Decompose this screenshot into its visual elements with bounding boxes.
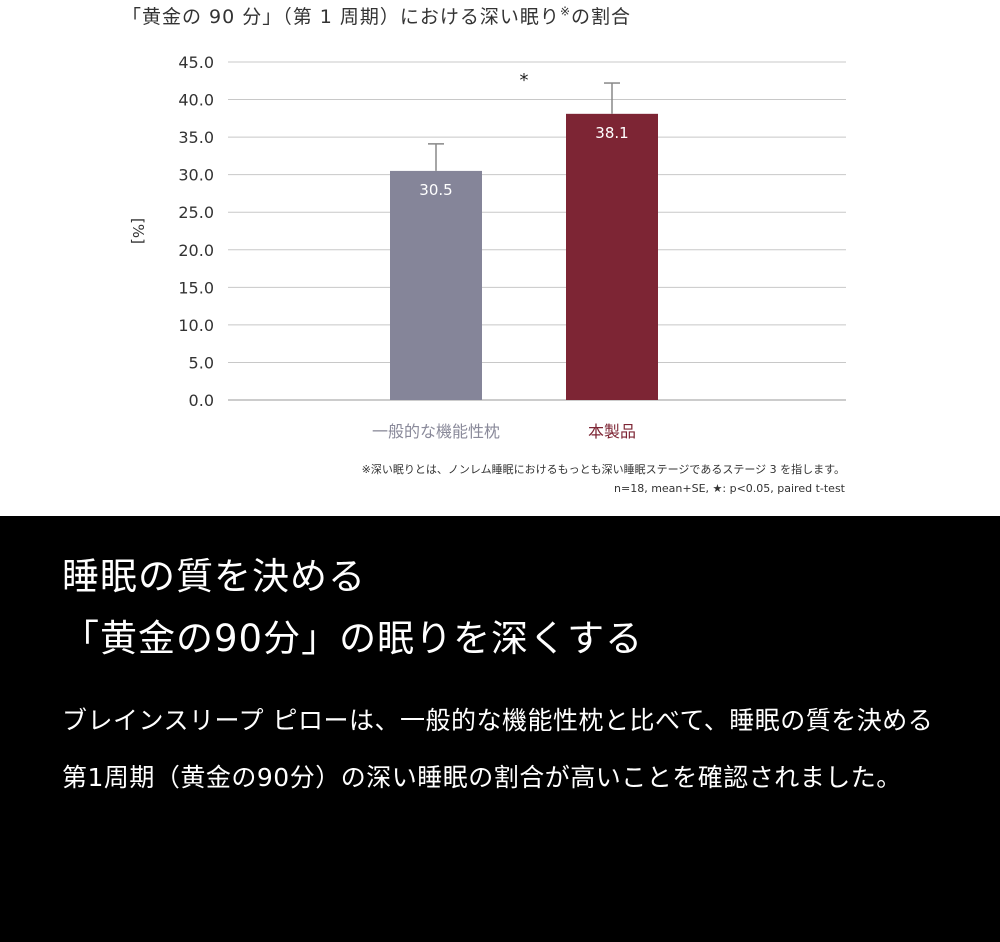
bar bbox=[390, 170, 482, 400]
chart-title-mark: ※ bbox=[559, 4, 571, 19]
chart-title: 「黄金の 90 分」（第 1 周期）における深い眠り※の割合 bbox=[122, 2, 631, 29]
y-tick-label: 30.0 bbox=[178, 166, 214, 185]
chart-notes: ※深い眠りとは、ノンレム睡眠におけるもっとも深い睡眠ステージであるステージ 3 … bbox=[362, 460, 845, 498]
body-text: ブレインスリープ ピローは、一般的な機能性枕と比べて、睡眠の質を決める第1周期（… bbox=[62, 706, 934, 792]
chart-title-suffix: の割合 bbox=[571, 6, 632, 28]
y-tick-label: 20.0 bbox=[178, 241, 214, 260]
chart-title-main: 「黄金の 90 分」（第 1 周期）における深い眠り bbox=[122, 6, 560, 28]
significance-mark: * bbox=[520, 70, 529, 91]
data-label: 38.1 bbox=[595, 124, 628, 142]
bar-chart: 0.0 5.0 10.0 15.0 20.0 25.0 30.0 35.0 40.0 45.0 [%… bbox=[129, 53, 846, 441]
y-tick-label: 5.0 bbox=[189, 353, 214, 372]
data-label: 30.5 bbox=[419, 181, 452, 199]
category-label: 一般的な機能性枕 bbox=[372, 422, 500, 441]
y-tick-label: 25.0 bbox=[178, 203, 214, 222]
text-section: 睡眠の質を決める 「黄金の90分」の眠りを深くする ブレインスリープ ピローは、… bbox=[0, 516, 1000, 942]
y-tick-label: 0.0 bbox=[189, 391, 214, 410]
bar bbox=[566, 113, 658, 401]
footnote-statistics: n=18, mean+SE, ★: p<0.05, paired t-test bbox=[614, 482, 845, 495]
y-tick-label: 45.0 bbox=[178, 53, 214, 72]
y-tick-label: 10.0 bbox=[178, 316, 214, 335]
footnote-definition: ※深い眠りとは、ノンレム睡眠におけるもっとも深い睡眠ステージであるステージ 3 … bbox=[361, 463, 845, 476]
headline-line-1: 睡眠の質を決める bbox=[62, 555, 366, 598]
y-axis-label: [%] bbox=[129, 218, 147, 244]
headline: 睡眠の質を決める 「黄金の90分」の眠りを深くする bbox=[62, 546, 643, 670]
y-tick-label: 40.0 bbox=[178, 91, 214, 110]
y-tick-label: 35.0 bbox=[178, 128, 214, 147]
y-tick-label: 15.0 bbox=[178, 278, 214, 297]
category-label: 本製品 bbox=[588, 422, 636, 441]
chart-section: 「黄金の 90 分」（第 1 周期）における深い眠り※の割合 0.0 5.0 10.… bbox=[122, 2, 846, 498]
headline-line-2: 「黄金の90分」の眠りを深くする bbox=[62, 617, 644, 660]
